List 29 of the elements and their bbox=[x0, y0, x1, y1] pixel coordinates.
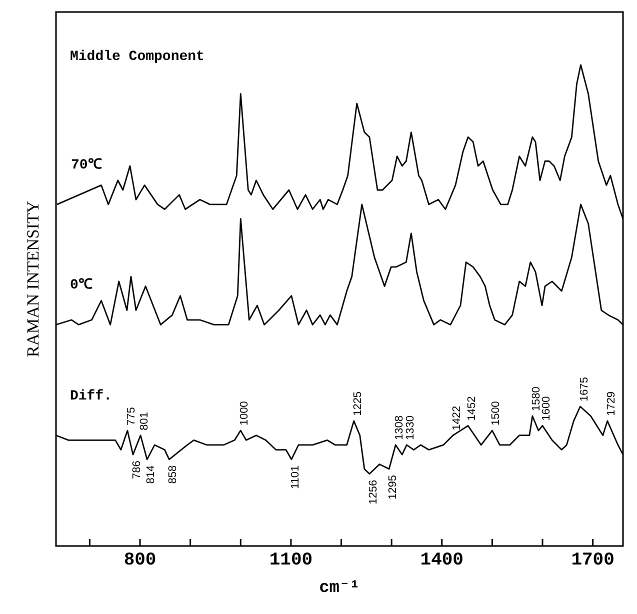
series-label: 70℃ bbox=[71, 157, 102, 174]
x-tick-label: 1400 bbox=[420, 550, 464, 570]
x-axis-title: cm⁻¹ bbox=[319, 579, 360, 598]
x-tick-label: 800 bbox=[124, 550, 156, 570]
annotation: 801 bbox=[138, 412, 151, 430]
annotation: 1452 bbox=[466, 396, 478, 421]
annotation: 1422 bbox=[450, 406, 463, 430]
annotation: 786 bbox=[131, 460, 144, 479]
annotation: Middle Component bbox=[70, 49, 204, 65]
annotation: 1295 bbox=[387, 475, 400, 500]
annotation: 1600 bbox=[540, 396, 553, 421]
annotation: 1330 bbox=[404, 415, 417, 440]
annotation: 775 bbox=[125, 407, 138, 426]
annotation: 1729 bbox=[605, 391, 618, 416]
x-tick-label: 1700 bbox=[571, 550, 614, 570]
annotation: 1000 bbox=[238, 401, 251, 426]
annotation: 814 bbox=[145, 465, 158, 484]
annotation: 1225 bbox=[352, 391, 364, 416]
annotation: 1308 bbox=[394, 415, 406, 440]
x-tick-label: 1100 bbox=[269, 550, 313, 570]
text: Diff. bbox=[70, 388, 112, 404]
annotation: 1580 bbox=[530, 386, 542, 412]
annotation: 1675 bbox=[578, 377, 590, 402]
series-label: 0℃ bbox=[70, 278, 92, 294]
annotation: 1500 bbox=[490, 401, 502, 426]
annotation: 1256 bbox=[367, 480, 380, 504]
annotation: 858 bbox=[167, 465, 180, 484]
annotation: 1101 bbox=[289, 465, 302, 490]
y-axis-title: RAMAN INTENSITY bbox=[23, 200, 42, 358]
